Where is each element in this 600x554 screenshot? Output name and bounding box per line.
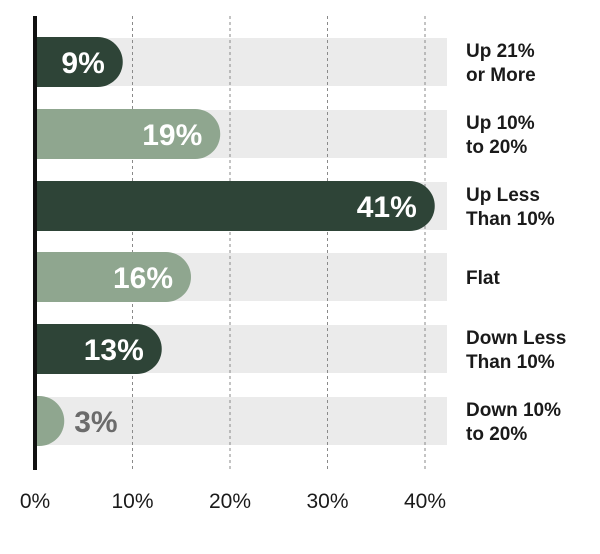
category-label-line: Flat <box>466 268 500 289</box>
bar-value-label-6: 3% <box>74 406 117 439</box>
category-label-2: Up 10% to 20% <box>466 113 535 158</box>
x-tick-label-30: 30% <box>306 490 348 513</box>
category-label-3: Up Less Than 10% <box>466 185 555 230</box>
x-tick-label-40: 40% <box>404 490 446 513</box>
category-label-line: to 20% <box>466 424 527 445</box>
category-label-6: Down 10% to 20% <box>466 400 561 445</box>
category-labels: Up 21% or More Up 10% to 20% Up Less Than 10%… <box>466 41 566 445</box>
bar-1 <box>35 37 123 87</box>
bar-5 <box>35 324 162 374</box>
x-axis-tick-labels: 0% 10% 20% 30% 40% <box>20 490 446 513</box>
bar-value-label-3: 41% <box>357 191 417 224</box>
x-tick-label-20: 20% <box>209 490 251 513</box>
category-label-line: to 20% <box>466 137 527 158</box>
x-tick-label-0: 0% <box>20 490 50 513</box>
category-label-line: Up 10% <box>466 113 535 134</box>
bar-3 <box>35 181 435 231</box>
grid-lines <box>132 16 426 470</box>
bar-tracks <box>35 38 447 445</box>
bar-4 <box>35 252 191 302</box>
bar-6 <box>35 396 65 446</box>
bars <box>35 37 435 446</box>
category-label-line: Down Less <box>466 328 566 349</box>
category-label-1: Up 21% or More <box>466 41 536 86</box>
category-label-line: Up 21% <box>466 41 535 62</box>
bar-value-label-4: 16% <box>113 262 173 295</box>
category-label-line: or More <box>466 65 536 86</box>
bar-track-6 <box>35 397 447 445</box>
bar-2 <box>35 109 221 159</box>
category-label-line: Down 10% <box>466 400 561 421</box>
bar-value-label-5: 13% <box>84 334 144 367</box>
bar-value-label-2: 19% <box>142 119 202 152</box>
x-tick-label-10: 10% <box>111 490 153 513</box>
category-label-line: Than 10% <box>466 209 555 230</box>
category-label-4: Flat <box>466 268 500 289</box>
bar-value-label-1: 9% <box>61 47 104 80</box>
bar-value-labels: 9% 19% 41% 16% 13% 3% <box>61 47 416 439</box>
category-label-line: Up Less <box>466 185 540 206</box>
category-label-5: Down Less Than 10% <box>466 328 566 373</box>
category-label-line: Than 10% <box>466 352 555 373</box>
